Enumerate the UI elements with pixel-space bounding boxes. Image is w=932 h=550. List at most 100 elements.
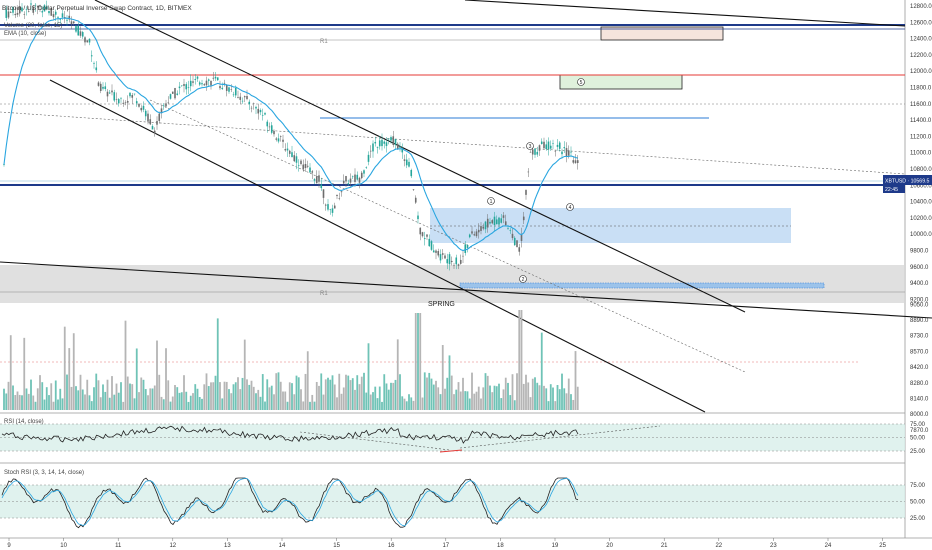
countdown-text: 22:45	[885, 187, 898, 193]
candle-body	[212, 77, 215, 79]
volume-bar	[138, 392, 140, 410]
volume-bar	[491, 392, 494, 410]
time-tick: 23	[770, 543, 777, 549]
candle-body	[351, 176, 354, 178]
trendline-bottom	[0, 261, 932, 319]
candle-body	[356, 174, 359, 180]
candle-body	[318, 175, 320, 182]
time-tick: 19	[552, 543, 559, 549]
volume-bar	[219, 382, 221, 410]
volume-bar	[295, 375, 298, 410]
volume-bar	[257, 389, 260, 410]
volume-bar	[509, 395, 512, 410]
volume-bar	[336, 397, 338, 410]
time-tick: 25	[879, 543, 886, 549]
volume-bar	[561, 373, 563, 410]
candle-body	[545, 144, 548, 150]
ema-indicator-label: EMA (10, close)	[4, 31, 46, 37]
candle-body	[275, 138, 278, 140]
volume-bar	[111, 376, 113, 410]
candle-body	[124, 102, 127, 103]
candle-body	[394, 138, 397, 145]
volume-bar	[45, 387, 48, 410]
volume-bar	[459, 391, 462, 410]
price-tick: 11000.0	[910, 151, 932, 157]
price-tick: 10200.0	[910, 216, 932, 222]
candle-body	[147, 113, 149, 122]
time-tick: 24	[825, 543, 832, 549]
volume-bar	[241, 377, 244, 410]
wave-2: 2	[519, 275, 527, 283]
volume-bar	[167, 380, 170, 410]
candle-body	[525, 190, 527, 195]
volume-bar	[538, 385, 541, 410]
candle-body	[225, 84, 228, 91]
volume-bar	[135, 348, 138, 410]
candle-body	[5, 9, 8, 18]
volume-bar	[401, 396, 404, 410]
volume-bar	[228, 389, 230, 410]
candle-body	[437, 251, 440, 256]
candle-body	[313, 179, 316, 181]
candle-body	[468, 234, 471, 238]
candle-body	[504, 221, 507, 226]
candle-body	[192, 81, 194, 83]
candle-body	[360, 172, 363, 179]
volume-bar	[234, 382, 237, 410]
volume-bar	[441, 345, 444, 410]
candle-body	[99, 83, 102, 92]
price-tick: 9200.0	[910, 297, 929, 303]
candle-body	[414, 197, 417, 203]
volume-bar	[428, 372, 431, 410]
volume-bar	[153, 385, 156, 410]
candle-body	[187, 87, 190, 88]
candle-body	[174, 88, 176, 99]
candle-body	[540, 141, 543, 145]
volume-bar	[477, 386, 480, 410]
volume-bar	[34, 401, 37, 410]
volume-bar	[374, 386, 377, 410]
volume-bar	[77, 390, 80, 410]
candle-body	[291, 152, 293, 158]
volume-bar	[102, 384, 104, 410]
price-tick: 11400.0	[910, 118, 932, 124]
candle-body	[538, 145, 541, 151]
candle-body	[462, 255, 464, 257]
candle-body	[84, 37, 86, 43]
candle-body	[561, 151, 563, 155]
volume-bar	[419, 313, 422, 410]
time-axis[interactable]: 9 10 11 12 13 14 15 16 17 18 19 20 21 22 23 24 25	[7, 538, 887, 549]
volume-bar	[572, 399, 575, 410]
candle-body	[576, 160, 579, 164]
volume-bar	[282, 391, 284, 410]
candle-body	[27, 11, 30, 12]
volume-bar	[547, 401, 550, 410]
candle-body	[390, 137, 392, 141]
volume-bar	[12, 385, 14, 410]
volume-bar	[63, 326, 66, 410]
candle-body	[347, 183, 350, 185]
candle-body	[513, 237, 516, 246]
spring-label: SPRING	[428, 301, 455, 308]
candle-body	[369, 150, 372, 152]
volume-bar	[201, 398, 203, 410]
candle-body	[257, 108, 260, 114]
volume-bar	[239, 389, 242, 410]
candle-body	[216, 77, 219, 81]
stoch-levels	[0, 484, 905, 519]
volume-bar	[192, 393, 194, 410]
candle-body	[408, 161, 410, 167]
candle-body	[315, 176, 318, 184]
svg-text:4: 4	[569, 205, 572, 211]
candle-body	[77, 25, 80, 36]
price-axis[interactable]: 12800.0 12600.0 12400.0 12200.0 12000.0 11800…	[910, 4, 932, 522]
candle-body	[572, 160, 575, 163]
volume-bar	[205, 373, 208, 410]
volume-bar	[365, 392, 368, 410]
volume-bar	[171, 396, 174, 410]
volume-bar	[567, 378, 570, 410]
volume-bar	[266, 379, 269, 410]
volume-bar	[27, 393, 30, 410]
volume-bar	[408, 394, 410, 410]
volume-bar	[18, 394, 21, 410]
